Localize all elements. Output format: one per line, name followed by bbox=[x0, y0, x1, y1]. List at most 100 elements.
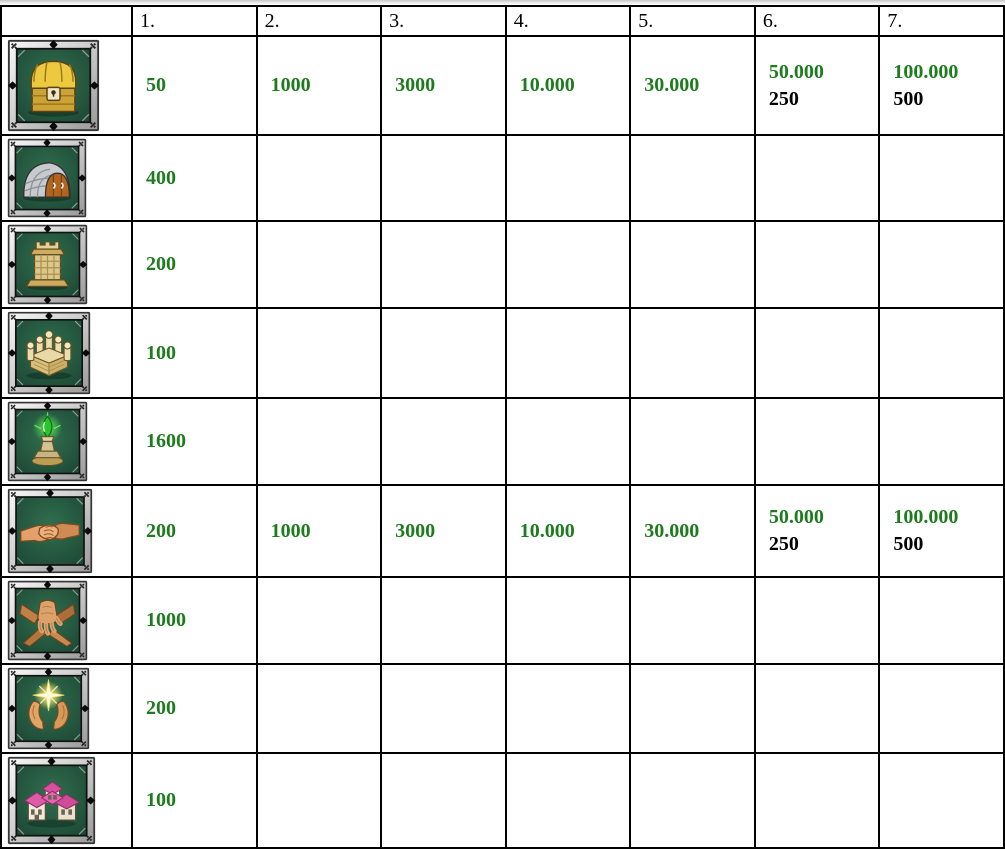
award-value-cell: 3000 bbox=[380, 35, 507, 136]
award-value-cell bbox=[753, 220, 881, 309]
award-value-cell bbox=[380, 220, 507, 309]
award-value-cell bbox=[380, 134, 507, 222]
award-value-cell bbox=[878, 397, 1005, 486]
castle-icon[interactable] bbox=[7, 311, 91, 395]
award-value-cell: 50.000 250 bbox=[753, 35, 881, 136]
secondary-value: 250 bbox=[768, 533, 799, 555]
points-threshold-value: 10.000 bbox=[519, 74, 575, 96]
award-value-cell: 200 bbox=[131, 663, 258, 754]
award-icon-cell bbox=[0, 307, 133, 399]
award-value-cell bbox=[629, 397, 756, 486]
award-value-cell: 100 bbox=[131, 752, 258, 849]
rank-column-header: 4. bbox=[504, 5, 632, 37]
award-icon-cell bbox=[0, 35, 133, 136]
award-value-cell bbox=[504, 576, 632, 665]
award-value-cell: 3000 bbox=[380, 484, 507, 578]
award-value-cell: 30.000 bbox=[629, 484, 756, 578]
table-row: 200 bbox=[0, 220, 1005, 309]
points-threshold-value: 3000 bbox=[395, 519, 436, 542]
stone-vault-icon[interactable] bbox=[7, 138, 87, 218]
award-value-cell bbox=[629, 220, 756, 309]
rank-column-header: 5. bbox=[629, 5, 756, 37]
pink-roof-village-icon[interactable] bbox=[7, 756, 96, 845]
award-icon-cell bbox=[0, 397, 133, 486]
icon-column-header bbox=[0, 5, 133, 37]
award-icon-cell bbox=[0, 752, 133, 849]
table-row: 100 bbox=[0, 752, 1005, 849]
points-threshold-value: 100.000 bbox=[893, 506, 959, 528]
award-value-cell bbox=[629, 307, 756, 399]
fortress-gate-icon[interactable] bbox=[7, 224, 88, 305]
award-value-cell: 100.000 500 bbox=[878, 484, 1005, 578]
award-value-cell bbox=[629, 663, 756, 754]
award-value-cell: 10.000 bbox=[504, 484, 632, 578]
award-value-cell: 200 bbox=[131, 220, 258, 309]
award-value-cell: 400 bbox=[131, 134, 258, 222]
table-row: 1600 bbox=[0, 397, 1005, 486]
points-threshold-value: 1600 bbox=[146, 430, 186, 452]
points-threshold-value: 3000 bbox=[395, 74, 436, 96]
points-threshold-value: 100 bbox=[146, 341, 176, 364]
rank-column-header: 6. bbox=[753, 5, 881, 37]
award-value-cell bbox=[504, 752, 632, 849]
award-value-cell bbox=[878, 307, 1005, 399]
award-value-cell bbox=[504, 220, 632, 309]
award-value-cell bbox=[255, 663, 383, 754]
award-icon-cell bbox=[0, 663, 133, 754]
points-threshold-value: 10.000 bbox=[519, 519, 575, 542]
award-value-cell: 30.000 bbox=[629, 35, 756, 136]
points-threshold-value: 100.000 bbox=[893, 60, 959, 83]
points-threshold-value: 50.000 bbox=[768, 60, 824, 83]
points-threshold-value: 200 bbox=[146, 253, 176, 275]
award-value-cell bbox=[380, 307, 507, 399]
points-threshold-value: 30.000 bbox=[644, 519, 700, 542]
rank-column-header: 2. bbox=[255, 5, 383, 37]
points-threshold-value: 1000 bbox=[270, 74, 311, 96]
award-value-cell bbox=[878, 576, 1005, 665]
award-value-cell bbox=[380, 576, 507, 665]
hands-holding-light-icon[interactable] bbox=[7, 667, 90, 750]
award-value-cell bbox=[753, 576, 881, 665]
award-value-cell: 10.000 bbox=[504, 35, 632, 136]
handshake-icon[interactable] bbox=[7, 488, 93, 574]
award-value-cell bbox=[255, 576, 383, 665]
awards-table: 1. 2. 3. 4. 5. 6. 7. bbox=[0, 5, 1005, 849]
award-value-cell bbox=[380, 752, 507, 849]
award-value-cell bbox=[753, 134, 881, 222]
secondary-value: 500 bbox=[893, 533, 924, 555]
treasure-chest-icon[interactable] bbox=[7, 39, 100, 132]
award-icon-cell bbox=[0, 484, 133, 578]
award-value-cell bbox=[753, 397, 881, 486]
points-threshold-value: 1000 bbox=[270, 519, 311, 542]
award-value-cell bbox=[504, 134, 632, 222]
table-row: 200 bbox=[0, 663, 1005, 754]
award-value-cell: 1000 bbox=[255, 35, 383, 136]
table-row: 200 1000 3000 10.000 30.000 50.000 250 100.000 5… bbox=[0, 484, 1005, 578]
header-row: 1. 2. 3. 4. 5. 6. 7. bbox=[0, 5, 1005, 37]
points-threshold-value: 50.000 bbox=[768, 506, 824, 528]
award-value-cell bbox=[753, 752, 881, 849]
table-row: 100 bbox=[0, 307, 1005, 399]
award-value-cell: 200 bbox=[131, 484, 258, 578]
award-value-cell: 100.000 500 bbox=[878, 35, 1005, 136]
award-value-cell: 100 bbox=[131, 307, 258, 399]
rank-column-header: 7. bbox=[878, 5, 1005, 37]
award-value-cell bbox=[878, 663, 1005, 754]
award-value-cell bbox=[504, 397, 632, 486]
award-value-cell: 50.000 250 bbox=[753, 484, 881, 578]
green-orb-pedestal-icon[interactable] bbox=[7, 401, 88, 482]
award-value-cell bbox=[878, 752, 1005, 849]
award-value-cell: 50 bbox=[131, 35, 258, 136]
rank-column-header: 3. bbox=[380, 5, 507, 37]
award-value-cell bbox=[255, 397, 383, 486]
points-threshold-value: 400 bbox=[146, 166, 176, 189]
award-icon-cell bbox=[0, 576, 133, 665]
award-value-cell: 1000 bbox=[131, 576, 258, 665]
award-value-cell bbox=[629, 576, 756, 665]
stacked-hands-icon[interactable] bbox=[7, 580, 88, 661]
points-threshold-value: 30.000 bbox=[644, 74, 700, 96]
award-value-cell bbox=[629, 752, 756, 849]
rank-column-header: 1. bbox=[131, 5, 258, 37]
page-top-edge bbox=[0, 0, 1005, 5]
award-icon-cell bbox=[0, 220, 133, 309]
